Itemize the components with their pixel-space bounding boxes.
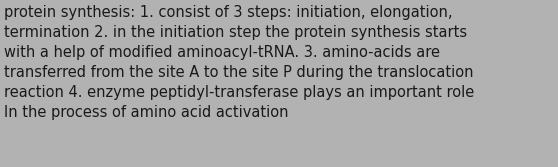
Text: protein synthesis: 1. consist of 3 steps: initiation, elongation,
termination 2.: protein synthesis: 1. consist of 3 steps… bbox=[4, 5, 475, 120]
